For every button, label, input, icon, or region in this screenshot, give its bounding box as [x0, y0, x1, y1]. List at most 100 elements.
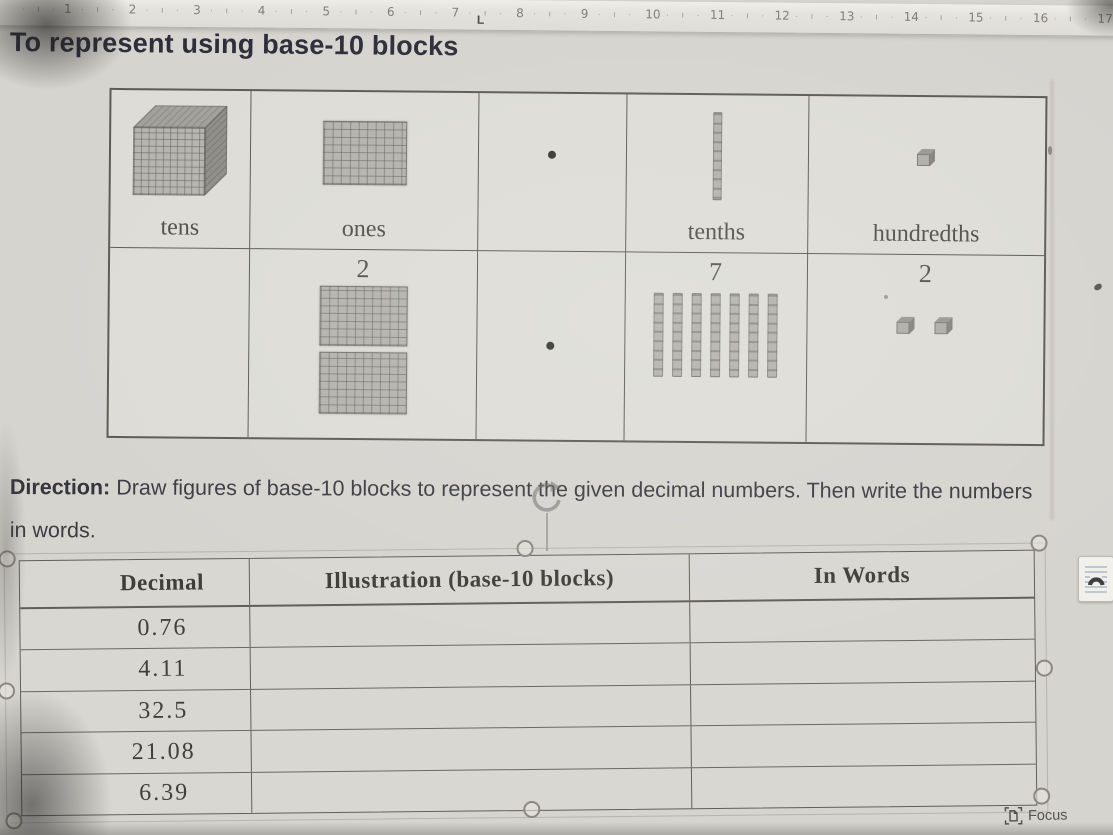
ruler-tick-marks: · ı · — [403, 6, 443, 18]
decimal-point-icon — [548, 150, 557, 159]
in-words-cell-empty — [691, 723, 1035, 767]
place-value-chart[interactable]: tens ones tenths — [106, 87, 1048, 447]
in-words-cell-empty — [691, 640, 1035, 684]
decimal-point-icon — [546, 341, 555, 350]
illustration-cell-empty — [251, 767, 693, 813]
ruler-tick-marks: · ı · — [597, 8, 637, 20]
illustration-cell-empty — [250, 643, 692, 689]
ruler-unit: 5 · ı · — [322, 4, 387, 19]
ruler-number: 13 — [839, 9, 855, 24]
ruler-tick-marks: · ı · — [532, 8, 572, 19]
ruler-tick-marks: · ı · — [795, 10, 834, 22]
decimal-value: 4.11 — [20, 648, 252, 692]
ruler-number: 5 — [322, 4, 331, 19]
focus-icon — [1004, 806, 1023, 825]
place-value-example-row: 2 7 2 — [108, 247, 1045, 444]
selection-handle-bottom-center[interactable] — [523, 800, 541, 819]
direction-label: Direction: — [9, 474, 111, 500]
tenths-label: tenths — [687, 218, 746, 246]
in-words-cell-empty — [692, 764, 1036, 808]
selection-handle-bottom-right[interactable] — [1033, 787, 1051, 805]
example-hundredths-cell: 2 — [806, 254, 1044, 444]
ruler-unit: 10 · ı · — [645, 7, 710, 22]
ruler-unit: 2 · ı · — [129, 2, 194, 17]
seven-rod-blocks-icon — [653, 292, 778, 378]
ruler-number: 8 — [516, 6, 524, 21]
example-decimal-cell — [476, 251, 626, 441]
ruler-unit: 4 · ı · — [258, 4, 323, 19]
ruler-number: 12 — [774, 8, 790, 23]
place-value-header-row: tens ones tenths — [110, 89, 1046, 257]
decimal-value: 0.76 — [20, 606, 251, 650]
ruler-tick-marks: · ı · — [988, 12, 1028, 23]
in-words-cell-empty — [691, 681, 1035, 725]
ruler-unit: 17 · ı · — [1097, 12, 1113, 27]
ruler-tick-marks: · ı · — [730, 10, 770, 21]
ruler-tick-marks: · ı · — [1053, 13, 1093, 24]
two-small-cubes-icon — [896, 316, 954, 335]
ruler-tick-marks: · ı · — [210, 5, 249, 16]
focus-mode-button[interactable]: Focus — [1004, 806, 1068, 826]
selection-handle-top-right[interactable] — [1030, 534, 1048, 552]
worksheet-table: Decimal Illustration (base-10 blocks) In… — [18, 549, 1038, 817]
selection-handle-mid-left[interactable] — [0, 682, 16, 700]
rotate-handle-stem — [546, 513, 548, 551]
ruler-tick-marks: · ı · — [924, 11, 963, 23]
layout-options-button[interactable] — [1078, 556, 1113, 602]
focus-label: Focus — [1027, 807, 1068, 824]
ruler-number: 1 — [63, 1, 72, 16]
photo-fold-line — [1050, 80, 1054, 520]
ruler-number: 2 — [128, 2, 137, 17]
cell-tenths: tenths — [625, 94, 810, 255]
rotate-handle-icon[interactable] — [526, 479, 566, 524]
example-tenths-cell: 7 — [624, 252, 808, 443]
cell-ones: ones — [250, 91, 480, 252]
two-flat-blocks-icon — [318, 285, 408, 415]
ones-label: ones — [341, 215, 386, 243]
large-cube-block-icon — [132, 104, 229, 198]
in-words-cell-empty — [690, 599, 1034, 643]
ruler-lead-ticks: · ı · — [21, 3, 61, 14]
selected-table-image[interactable]: Decimal Illustration (base-10 blocks) In… — [0, 534, 1053, 830]
selection-handle-top-center[interactable] — [516, 539, 534, 558]
ruler-number: 17 — [1097, 11, 1113, 26]
layout-options-icon — [1085, 566, 1107, 593]
example-tens-cell — [108, 247, 251, 438]
ruler-number: 15 — [968, 10, 984, 25]
ruler-number: 4 — [257, 3, 266, 18]
ruler-number: 9 — [580, 6, 589, 21]
worksheet-rows: 0.76 4.11 32.5 — [20, 598, 1036, 816]
ruler-unit: 11 · ı · — [710, 8, 775, 23]
header-decimal: Decimal — [19, 558, 251, 608]
selection-handle-bottom-left[interactable] — [5, 812, 23, 830]
ruler-unit: 12 · ı · — [774, 9, 839, 24]
ones-count: 2 — [356, 254, 371, 284]
ruler-unit: 8 · ı · — [516, 6, 581, 21]
photo-speck — [1048, 146, 1052, 155]
ruler-unit: 9 · ı · — [581, 7, 646, 22]
cell-hundredths: hundredths — [807, 96, 1046, 257]
selection-handle-mid-right[interactable] — [1035, 659, 1053, 677]
example-ones-cell: 2 — [248, 249, 479, 440]
page-title[interactable]: To represent using base-10 blocks — [9, 27, 459, 62]
tenths-count: 7 — [708, 257, 724, 287]
decimal-value: 32.5 — [21, 689, 252, 733]
ruler-unit: 16 · ı · — [1033, 11, 1098, 26]
direction-text: Draw figures of base-10 blocks to repres… — [9, 475, 1033, 543]
decimal-value: 21.08 — [21, 731, 252, 774]
tens-label: tens — [160, 214, 200, 241]
ruler-tick-marks: · ı · — [339, 6, 378, 17]
cell-tens: tens — [110, 89, 252, 250]
ruler-track: · ı · 1 · ı · 2 · ı · 3 · ı · 4 — [18, 1, 1113, 26]
decimal-value: 6.39 — [21, 772, 253, 816]
ruler-tick-marks: · ı · — [145, 4, 185, 15]
header-in-words: In Words — [813, 561, 911, 588]
selection-handle-top-left[interactable] — [0, 550, 16, 568]
cell-decimal-point — [478, 93, 628, 253]
ruler-tick-marks: · ı · — [468, 7, 507, 18]
ruler-tick-marks: · ı · — [274, 5, 314, 17]
illustration-cell-empty — [251, 685, 692, 731]
tab-stop-marker[interactable]: L — [476, 12, 485, 27]
illustration-cell-empty — [250, 602, 691, 648]
ruler-unit: 3 · ı · — [193, 3, 258, 18]
